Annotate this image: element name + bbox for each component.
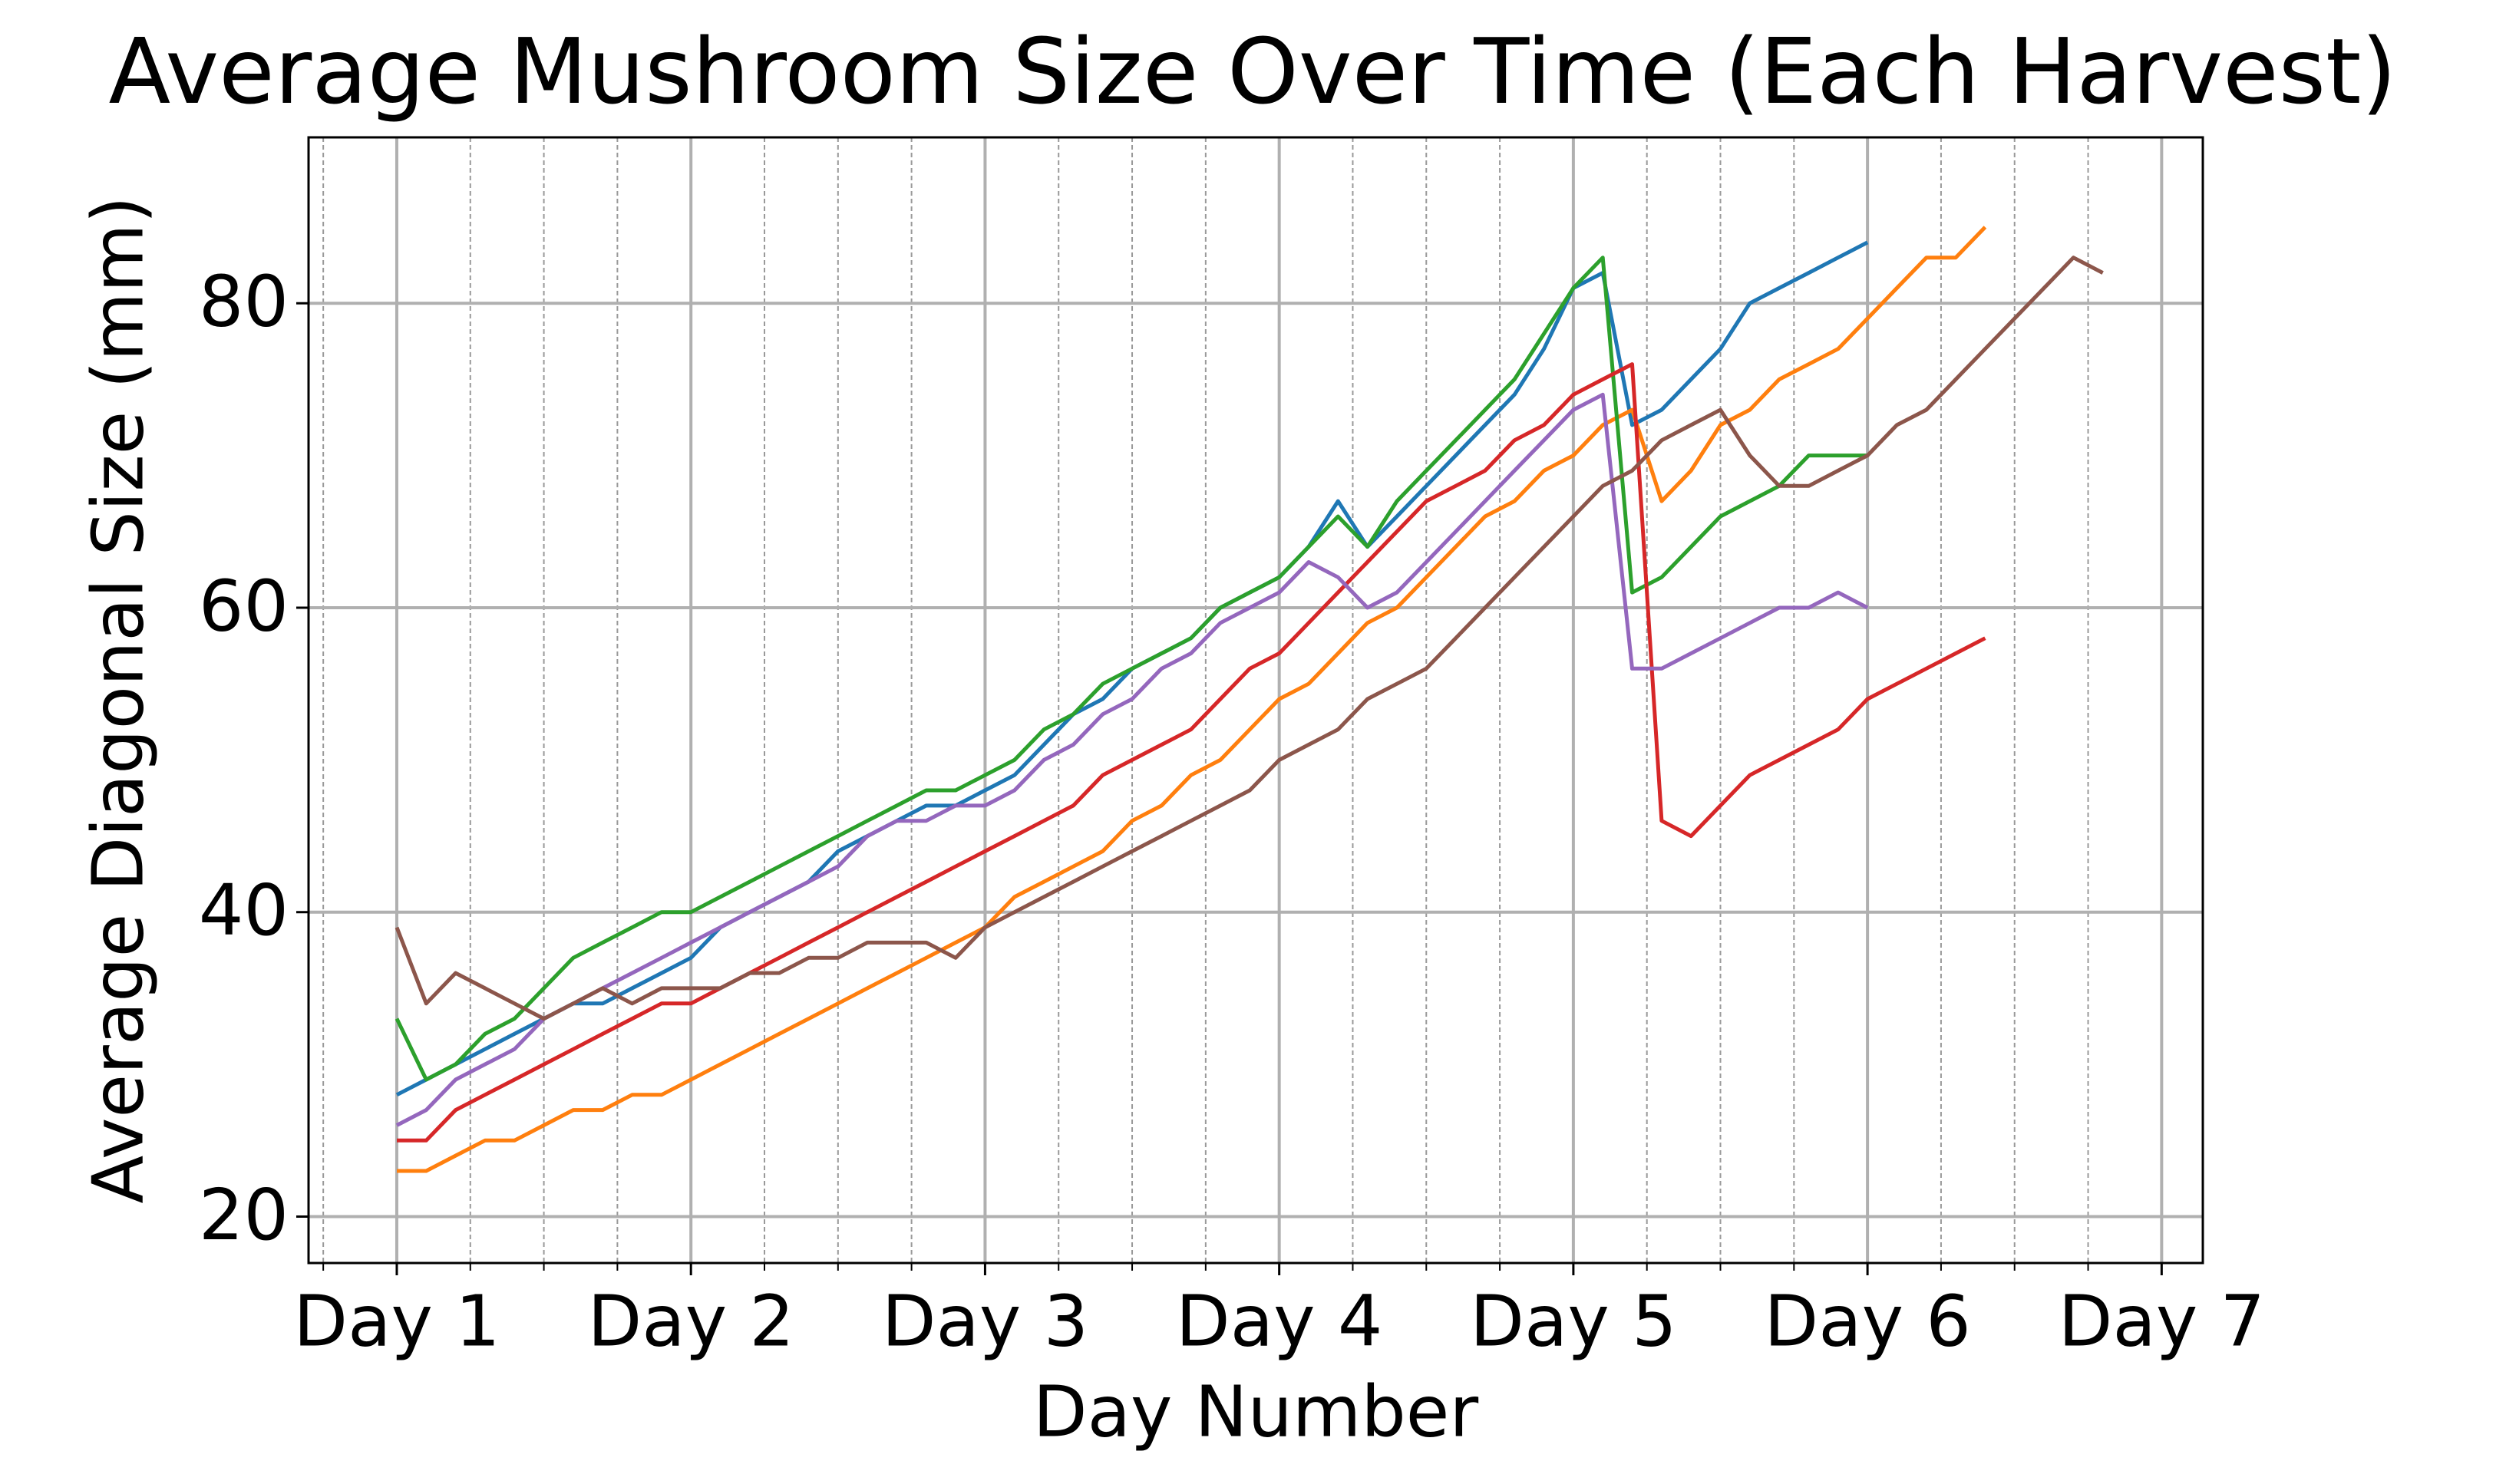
data-line [397,226,1987,1173]
y-axis-label: Average Diagonal Size (mm) [77,196,159,1203]
x-axis-label: Day Number [1033,1370,1479,1453]
x-tick-label: Day 5 [1470,1280,1676,1362]
y-tick-label: 40 [199,869,289,951]
data-line [395,392,1869,1127]
x-tick-label: Day 1 [293,1280,500,1362]
plot-frame [307,136,2204,1265]
data-line [395,256,2104,1021]
x-tick-label: Day 2 [587,1280,794,1362]
x-tick-label: Day 3 [882,1280,1088,1362]
y-tick-label: 20 [199,1174,289,1256]
chart-title: Average Mushroom Size Over Time (Each Ha… [109,18,2397,124]
x-tick-label: Day 7 [2059,1280,2265,1362]
y-tick-label: 60 [199,565,289,647]
data-line [395,256,1868,1082]
data-line [397,362,1986,1143]
x-tick-label: Day 6 [1764,1280,1970,1362]
y-tick-label: 80 [199,261,289,343]
x-tick-label: Day 4 [1176,1280,1382,1362]
